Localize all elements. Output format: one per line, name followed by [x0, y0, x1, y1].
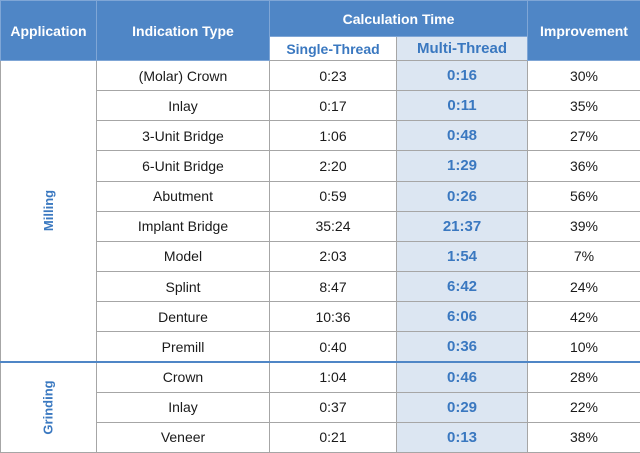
- indication-type-cell: 6-Unit Bridge: [96, 150, 270, 182]
- table-row: Model 2:03 1:54 7%: [1, 240, 640, 272]
- improvement-cell: 28%: [527, 360, 640, 393]
- multi-thread-cell: 6:06: [396, 301, 528, 333]
- single-thread-cell: 2:20: [269, 150, 397, 182]
- indication-type-cell: Veneer: [96, 421, 270, 453]
- single-thread-cell: 0:37: [269, 391, 397, 423]
- improvement-cell: 30%: [527, 59, 640, 92]
- application-header: Application: [0, 0, 97, 61]
- indication-type-cell: 3-Unit Bridge: [96, 120, 270, 152]
- multi-thread-header: Multi-Thread: [396, 36, 528, 61]
- single-thread-header: Single-Thread: [269, 36, 397, 61]
- improvement-cell: 38%: [527, 421, 640, 453]
- single-thread-cell: 2:03: [269, 240, 397, 272]
- single-thread-cell: 0:59: [269, 180, 397, 212]
- improvement-cell: 27%: [527, 120, 640, 152]
- single-thread-cell: 0:23: [269, 59, 397, 92]
- indication-type-header: Indication Type: [96, 0, 270, 61]
- multi-thread-cell: 0:26: [396, 180, 528, 212]
- single-thread-cell: 8:47: [269, 270, 397, 303]
- table-body: Milling (Molar) Crown 0:23 0:16 30% Inlay 0:17…: [0, 59, 640, 453]
- table-row: Abutment 0:59 0:26 56%: [1, 180, 640, 212]
- multi-thread-cell: 0:46: [396, 360, 528, 393]
- application-group-label: Grinding: [40, 380, 56, 435]
- indication-type-cell: Denture: [96, 301, 270, 333]
- multi-thread-cell: 1:54: [396, 240, 528, 272]
- single-thread-cell: 1:04: [269, 360, 397, 393]
- table-row: Premill 0:40 0:36 10%: [1, 331, 640, 363]
- header-row: Application Indication Type Calculation …: [0, 0, 640, 61]
- indication-type-cell: Crown: [96, 360, 270, 393]
- table-row: Grinding Crown 1:04 0:46 28%: [0, 360, 640, 453]
- improvement-cell: 35%: [527, 90, 640, 122]
- improvement-cell: 42%: [527, 301, 640, 333]
- table-row: Implant Bridge 35:24 21:37 39%: [1, 210, 640, 242]
- multi-thread-cell: 6:42: [396, 270, 528, 303]
- indication-type-cell: Inlay: [96, 391, 270, 423]
- single-thread-cell: 10:36: [269, 301, 397, 333]
- improvement-cell: 10%: [527, 331, 640, 363]
- improvement-cell: 22%: [527, 391, 640, 423]
- calculation-time-header: Calculation Time: [269, 0, 528, 37]
- single-thread-cell: 0:21: [269, 421, 397, 453]
- single-thread-cell: 0:40: [269, 331, 397, 363]
- application-group-milling: Milling: [0, 59, 97, 363]
- subheader-row: Single-Thread Multi-Thread: [1, 36, 640, 61]
- multi-thread-cell: 0:16: [396, 59, 528, 92]
- indication-type-cell: Model: [96, 240, 270, 272]
- multi-thread-cell: 1:29: [396, 150, 528, 182]
- table-row: Inlay 0:37 0:29 22%: [1, 391, 640, 423]
- indication-type-cell: Abutment: [96, 180, 270, 212]
- table-row: 6-Unit Bridge 2:20 1:29 36%: [1, 150, 640, 182]
- table-row: Veneer 0:21 0:13 38%: [1, 421, 640, 453]
- multi-thread-cell: 0:36: [396, 331, 528, 363]
- indication-type-cell: Splint: [96, 270, 270, 303]
- improvement-cell: 24%: [527, 270, 640, 303]
- single-thread-cell: 35:24: [269, 210, 397, 242]
- multi-thread-cell: 0:29: [396, 391, 528, 423]
- multi-thread-cell: 0:48: [396, 120, 528, 152]
- table-row: Splint 8:47 6:42 24%: [1, 270, 640, 303]
- multi-thread-cell: 0:13: [396, 421, 528, 453]
- improvement-cell: 7%: [527, 240, 640, 272]
- table-row: 3-Unit Bridge 1:06 0:48 27%: [1, 120, 640, 152]
- multi-thread-cell: 21:37: [396, 210, 528, 242]
- table-row: Denture 10:36 6:06 42%: [1, 301, 640, 333]
- indication-type-cell: Premill: [96, 331, 270, 363]
- indication-type-cell: (Molar) Crown: [96, 59, 270, 92]
- table-row: Milling (Molar) Crown 0:23 0:16 30%: [0, 59, 640, 363]
- improvement-cell: 39%: [527, 210, 640, 242]
- improvement-cell: 36%: [527, 150, 640, 182]
- indication-type-cell: Inlay: [96, 90, 270, 122]
- indication-type-cell: Implant Bridge: [96, 210, 270, 242]
- improvement-cell: 56%: [527, 180, 640, 212]
- improvement-header: Improvement: [527, 0, 640, 61]
- single-thread-cell: 1:06: [269, 120, 397, 152]
- multi-thread-cell: 0:11: [396, 90, 528, 122]
- application-group-grinding: Grinding: [0, 360, 97, 453]
- table-row: Inlay 0:17 0:11 35%: [1, 90, 640, 122]
- single-thread-cell: 0:17: [269, 90, 397, 122]
- application-group-label: Milling: [40, 190, 56, 232]
